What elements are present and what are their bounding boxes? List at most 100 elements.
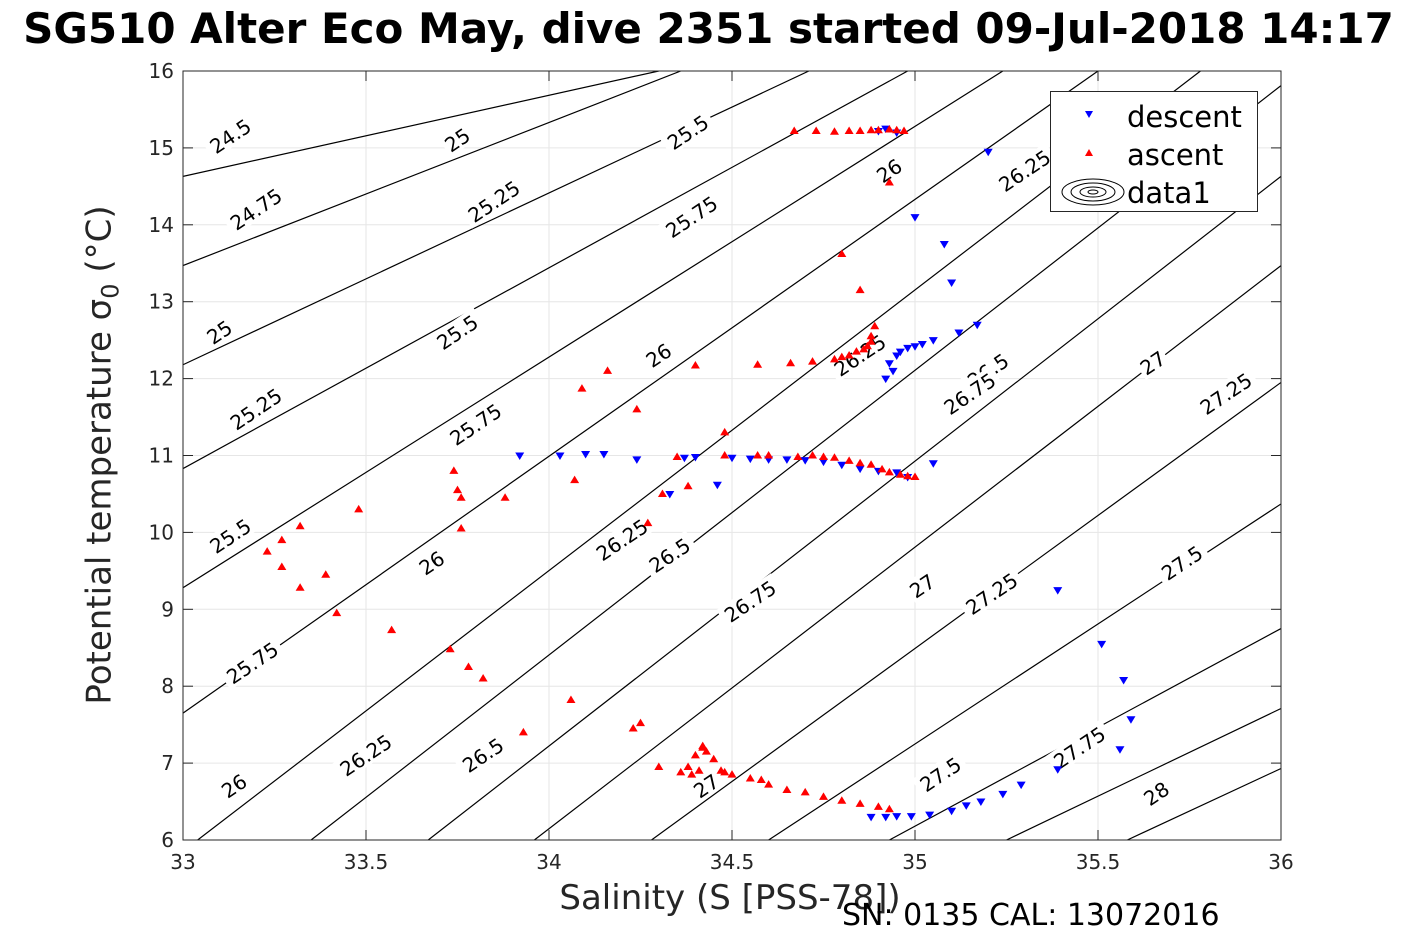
- descent-point: [917, 340, 927, 349]
- ascent-point: [321, 570, 331, 578]
- descent-point: [837, 461, 847, 470]
- descent-point: [976, 798, 986, 807]
- ascent-point: [698, 741, 708, 750]
- y-tick-label: 8: [161, 674, 174, 698]
- descent-point: [888, 367, 898, 376]
- contour-label-bg: [658, 107, 717, 156]
- contour-label-bg: [911, 749, 969, 799]
- x-axis-label: Salinity (S [PSS-78]): [559, 878, 901, 918]
- y-tick-label: 15: [149, 136, 174, 160]
- contour-line-27.75: [1006, 707, 1281, 840]
- descent-point: [1119, 677, 1129, 685]
- ascent-point: [819, 452, 828, 461]
- ascent-point: [844, 126, 854, 134]
- ascent-point: [628, 723, 638, 732]
- ascent-point: [899, 126, 909, 134]
- contour-label-bg: [1192, 365, 1260, 421]
- x-tick-label: 35.5: [1076, 850, 1121, 874]
- y-axis-label-unit: (°C): [79, 205, 120, 284]
- descent-point: [819, 458, 828, 467]
- contour-label-bg: [200, 314, 238, 350]
- contour-label-bg: [1045, 719, 1113, 775]
- descent-point: [983, 148, 993, 157]
- descent-point: [881, 813, 891, 822]
- ascent-point: [753, 451, 763, 459]
- ascent-point: [683, 481, 693, 490]
- contour-label-bg: [716, 573, 784, 629]
- ascent-point: [829, 354, 839, 363]
- contour-label-bg: [201, 511, 259, 560]
- contour-label-bg: [903, 567, 941, 603]
- descent-point: [1115, 746, 1125, 754]
- contour-label-bg: [215, 767, 253, 803]
- descent-point: [782, 456, 792, 464]
- ascent-point: [764, 780, 774, 788]
- y-tick-label: 6: [161, 828, 174, 852]
- ascent-point: [808, 451, 818, 459]
- ascent-point: [851, 347, 861, 355]
- axis-ticks: 33 33.5 34 34.5 35 35.5 36 6 7 8 9 10 11 12 13 14 15 16: [149, 59, 1294, 874]
- contour-label-bg: [201, 111, 259, 160]
- ascent-point: [884, 467, 894, 476]
- ascent-point: [866, 125, 876, 134]
- contour-line-28: [1127, 767, 1281, 840]
- y-tick-label: 7: [161, 751, 174, 775]
- ascent-point: [855, 799, 865, 807]
- y-tick-label: 12: [149, 367, 174, 391]
- ascent-point: [870, 321, 880, 330]
- ascent-point: [866, 331, 876, 340]
- ascent-point: [844, 351, 854, 359]
- x-tick-label: 35: [902, 850, 927, 874]
- contour-label-bg: [428, 307, 486, 356]
- contour-label-bg: [1133, 344, 1171, 380]
- ascent-point: [727, 770, 737, 778]
- x-tick-label: 33.5: [344, 850, 389, 874]
- contour-label-bg: [222, 380, 290, 437]
- contour-label-bg: [460, 173, 528, 229]
- ascent-point: [884, 178, 894, 186]
- ascent-point: [603, 366, 613, 374]
- ascent-point: [456, 493, 466, 501]
- descent-point: [910, 343, 920, 351]
- descent-point: [947, 279, 957, 287]
- legend-label-data1: data1: [1127, 176, 1211, 210]
- descent-point: [515, 452, 525, 460]
- descent-point: [954, 329, 964, 337]
- y-axis-label-main: Potential temperature σ: [79, 298, 120, 705]
- descent-point: [972, 321, 982, 330]
- descent-point: [745, 455, 755, 464]
- descent-point: [632, 456, 642, 464]
- ascent-point: [844, 456, 854, 464]
- descent-point: [665, 490, 675, 499]
- ascent-point: [786, 358, 796, 367]
- ascent-point: [873, 802, 883, 810]
- ascent-point: [332, 608, 342, 617]
- contour-label-bg: [331, 727, 399, 783]
- ascent-point: [500, 493, 510, 501]
- ascent-point: [720, 427, 730, 436]
- descent-point: [1126, 716, 1136, 724]
- ascent-point: [800, 787, 810, 796]
- ascent-point: [903, 471, 913, 480]
- ascent-point: [687, 770, 697, 778]
- ascent-point: [295, 521, 305, 530]
- y-tick-label: 16: [149, 59, 174, 83]
- x-tick-label: 34.5: [710, 850, 755, 874]
- descent-point: [1016, 781, 1026, 790]
- ascent-point: [756, 775, 766, 784]
- legend-item-data1: data1: [1051, 174, 1259, 210]
- legend[interactable]: descent ascent data1: [1050, 91, 1258, 212]
- descent-point: [910, 214, 920, 222]
- contour-line-26.5: [427, 175, 1281, 840]
- contour-line-25.25: [183, 71, 908, 470]
- contour-label-bg: [870, 152, 908, 188]
- y-axis-label-subscript: 0: [96, 283, 125, 299]
- contour-icon: [1061, 178, 1125, 206]
- ascent-point: [694, 766, 704, 774]
- descent-point: [881, 375, 891, 384]
- ascent-point: [570, 475, 580, 484]
- ascent-point: [683, 762, 693, 770]
- ascent-point: [657, 489, 667, 497]
- ascent-point: [764, 451, 774, 459]
- ascent-point: [884, 804, 894, 813]
